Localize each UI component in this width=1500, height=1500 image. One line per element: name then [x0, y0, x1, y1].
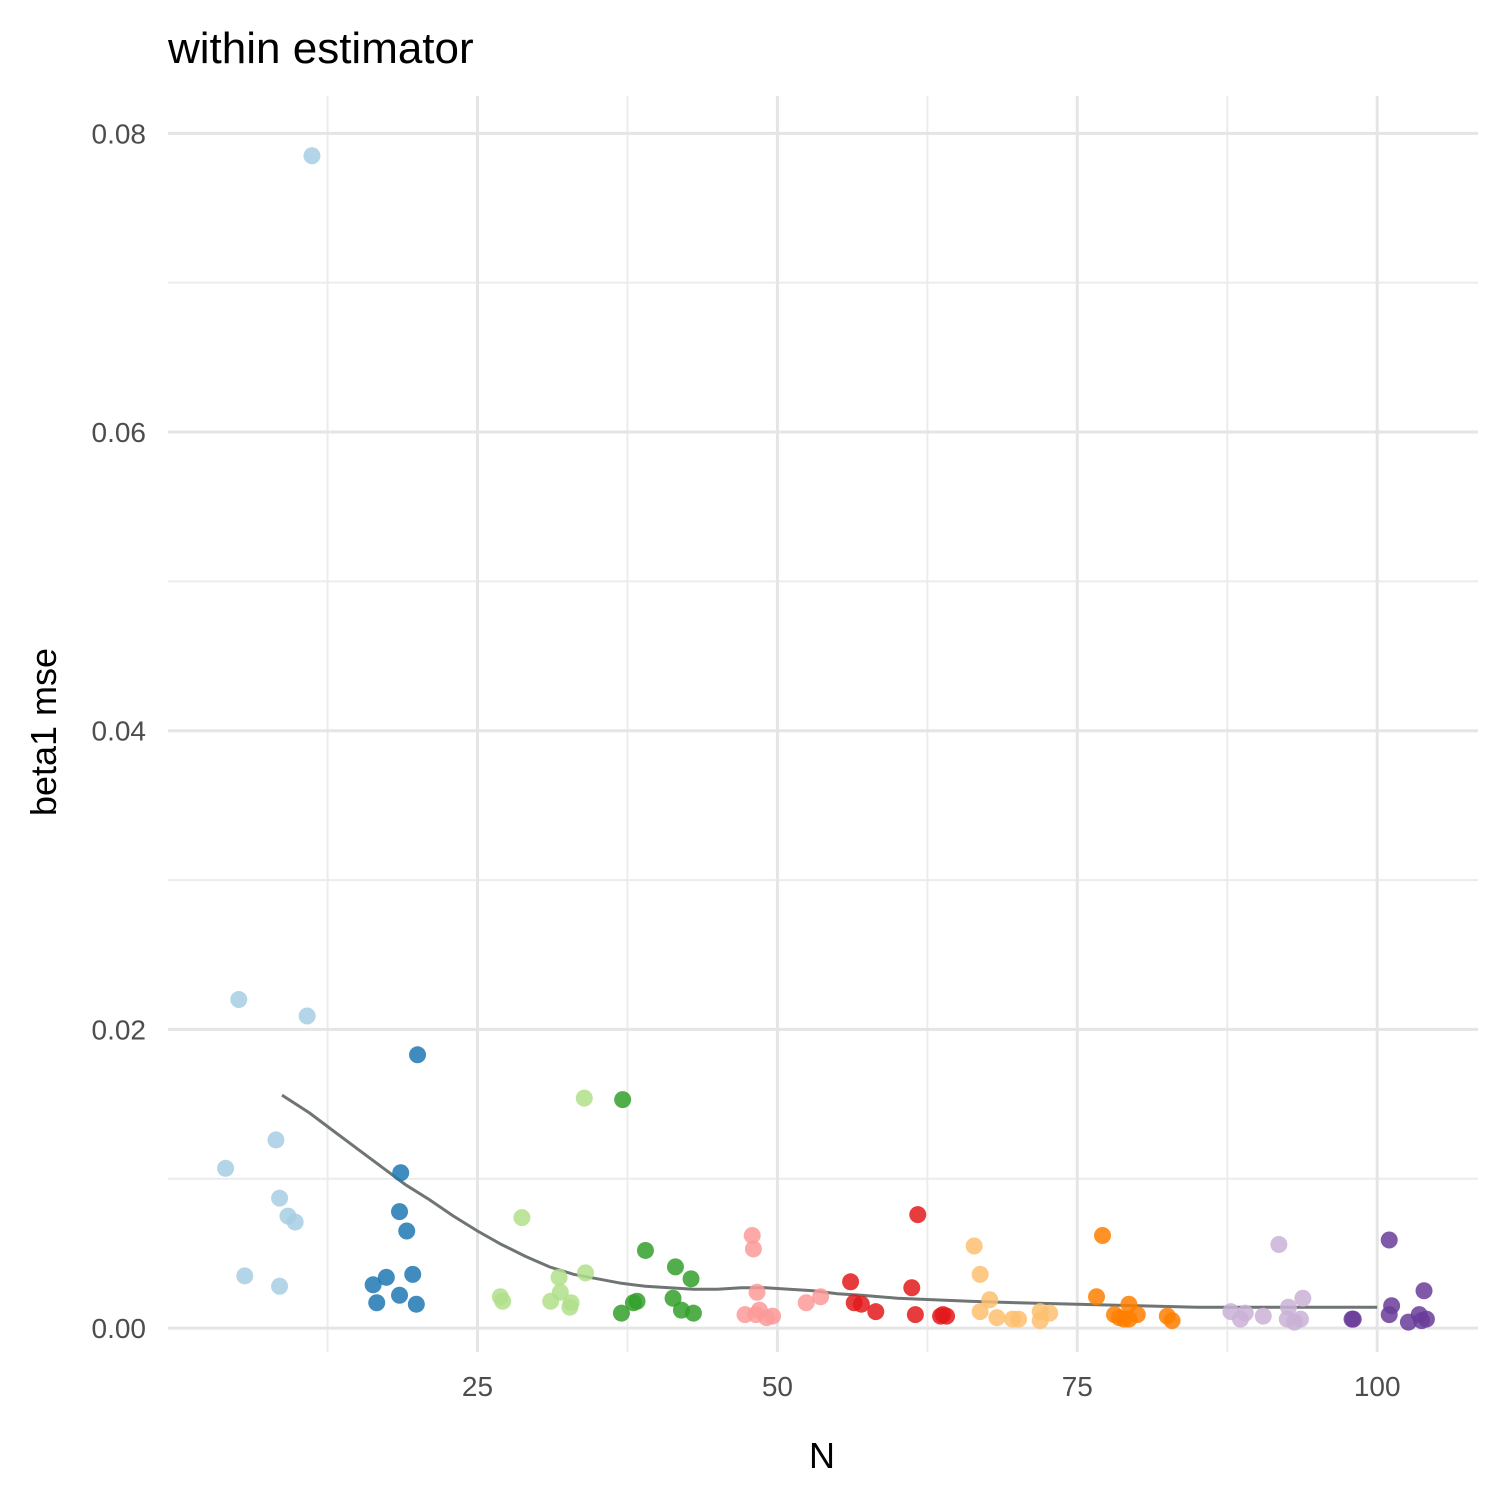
- data-point: [971, 1303, 989, 1321]
- chart-title: within estimator: [167, 24, 474, 73]
- x-tick-label: 75: [1062, 1371, 1093, 1402]
- data-point: [1231, 1310, 1249, 1328]
- data-point: [550, 1268, 568, 1286]
- point-series: [364, 1046, 427, 1313]
- x-tick-label: 50: [762, 1371, 793, 1402]
- point-series: [1343, 1231, 1435, 1331]
- data-point: [286, 1213, 304, 1231]
- data-point: [398, 1222, 416, 1240]
- data-point: [1294, 1289, 1312, 1307]
- data-point: [971, 1265, 989, 1283]
- data-point: [743, 1227, 761, 1245]
- data-point: [1270, 1235, 1288, 1253]
- data-point: [576, 1264, 594, 1282]
- data-point: [906, 1306, 924, 1324]
- data-point: [267, 1131, 285, 1149]
- data-point: [909, 1206, 927, 1224]
- data-point: [1415, 1282, 1433, 1300]
- data-point: [391, 1203, 409, 1221]
- data-point: [575, 1089, 593, 1107]
- data-point: [748, 1283, 766, 1301]
- data-point: [271, 1189, 289, 1207]
- data-point: [298, 1007, 316, 1025]
- points-layer: [217, 147, 1435, 1331]
- data-point: [903, 1279, 921, 1297]
- data-point: [217, 1159, 235, 1177]
- data-point: [744, 1240, 762, 1258]
- point-series: [1088, 1227, 1181, 1330]
- data-point: [392, 1164, 410, 1182]
- data-point: [1094, 1227, 1112, 1245]
- y-tick-label: 0.02: [92, 1014, 147, 1045]
- data-point: [812, 1288, 830, 1306]
- point-series: [736, 1227, 830, 1327]
- trend-line: [281, 1093, 1378, 1309]
- data-point: [409, 1046, 427, 1064]
- data-point: [664, 1289, 682, 1307]
- data-point: [303, 147, 321, 165]
- data-point: [494, 1292, 512, 1310]
- data-point: [1344, 1310, 1362, 1328]
- y-tick-label: 0.00: [92, 1313, 147, 1344]
- data-point: [758, 1309, 776, 1327]
- point-series: [1222, 1235, 1312, 1331]
- data-point: [368, 1294, 386, 1312]
- data-point: [797, 1294, 815, 1312]
- point-series: [842, 1206, 956, 1325]
- point-series: [612, 1091, 702, 1322]
- data-point: [684, 1304, 702, 1322]
- data-point: [561, 1298, 579, 1316]
- data-point: [867, 1303, 885, 1321]
- data-point: [624, 1294, 642, 1312]
- point-series: [491, 1089, 594, 1316]
- grid: [168, 96, 1478, 1352]
- data-point: [612, 1304, 630, 1322]
- y-axis-label: beta1 mse: [23, 648, 64, 816]
- data-point: [404, 1265, 422, 1283]
- data-point: [852, 1295, 870, 1313]
- data-point: [1120, 1310, 1138, 1328]
- y-tick-labels: 0.00 0.02 0.04 0.06 0.08: [92, 118, 147, 1344]
- data-point: [614, 1091, 632, 1109]
- x-tick-label: 100: [1354, 1371, 1401, 1402]
- data-point: [236, 1267, 254, 1285]
- data-point: [377, 1268, 395, 1286]
- data-point: [842, 1273, 860, 1291]
- point-series: [965, 1237, 1059, 1330]
- data-point: [1285, 1313, 1303, 1331]
- data-point: [938, 1307, 956, 1325]
- data-point: [271, 1277, 289, 1295]
- x-tick-label: 25: [462, 1371, 493, 1402]
- data-point: [965, 1237, 983, 1255]
- y-tick-label: 0.08: [92, 118, 147, 149]
- data-point: [542, 1292, 560, 1310]
- data-point: [391, 1286, 409, 1304]
- point-series: [217, 147, 321, 1295]
- trend-layer: [281, 1093, 1378, 1309]
- data-point: [1010, 1310, 1028, 1328]
- data-point: [407, 1295, 425, 1313]
- data-point: [513, 1209, 531, 1227]
- y-tick-label: 0.04: [92, 716, 147, 747]
- data-point: [1163, 1312, 1181, 1330]
- data-point: [1380, 1306, 1398, 1324]
- x-tick-labels: 25 50 75 100: [462, 1371, 1401, 1402]
- data-point: [1413, 1312, 1431, 1330]
- data-point: [1380, 1231, 1398, 1249]
- data-point: [364, 1276, 382, 1294]
- data-point: [1399, 1313, 1417, 1331]
- data-point: [682, 1270, 700, 1288]
- data-point: [666, 1258, 684, 1276]
- data-point: [981, 1291, 999, 1309]
- data-point: [636, 1241, 654, 1259]
- data-point: [1254, 1307, 1272, 1325]
- data-point: [988, 1309, 1006, 1327]
- data-point: [1088, 1288, 1106, 1306]
- y-tick-label: 0.06: [92, 417, 147, 448]
- data-point: [230, 991, 248, 1009]
- data-point: [1031, 1312, 1049, 1330]
- x-axis-label: N: [809, 1435, 835, 1476]
